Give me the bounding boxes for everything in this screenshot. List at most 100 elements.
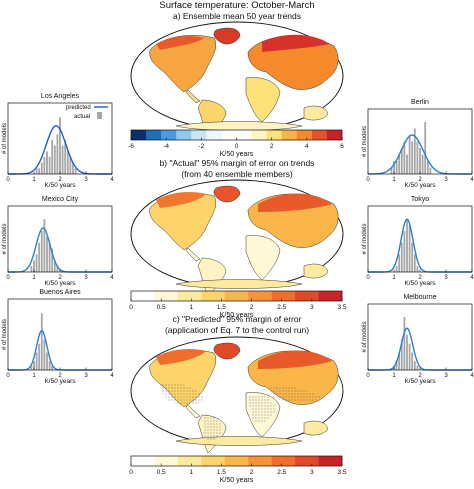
colorbar-a-segment: [236, 130, 252, 140]
x-tick-label: 3: [444, 275, 448, 281]
histogram-bar: [395, 266, 398, 272]
histogram-bar: [66, 151, 69, 174]
histogram-bar: [48, 361, 51, 370]
x-tick-label: 2: [58, 373, 62, 379]
x-tick-label: 3: [444, 177, 448, 183]
histogram-bar: [72, 162, 74, 174]
colorbar-b-tick-label: 3: [310, 304, 314, 311]
colorbar-b-tick-label: 0.5: [157, 304, 166, 311]
x-tick-label: 1: [32, 177, 36, 183]
histogram-panel-mexico-city: Mexico City 0 1 2 3 4 K/50 years # of models: [2, 196, 114, 287]
y-axis-label: # of models: [2, 123, 8, 154]
colorbar-b-segment: [318, 291, 343, 301]
histogram-bar: [61, 145, 64, 174]
colorbar-a-segment: [146, 130, 162, 140]
panel-c-title-line2: (application of Eq. 7 to the control run…: [165, 325, 309, 335]
colorbar-c-tick-label: 3: [310, 469, 314, 476]
x-tick-label: 2: [418, 373, 422, 379]
y-axis-label: # of models: [362, 223, 368, 254]
colorbar-a-segment: [206, 130, 222, 140]
x-tick-label: 4: [470, 373, 474, 379]
x-tick-label: 3: [84, 177, 88, 183]
x-tick-label: 0: [366, 177, 370, 183]
histogram-bar: [413, 128, 416, 174]
colorbar-c-segment: [248, 456, 272, 466]
histogram-bar: [429, 167, 432, 174]
colorbar-b-segment: [295, 291, 319, 301]
histogram-bar: [64, 139, 67, 174]
colorbar-b-tick-label: 2: [250, 304, 254, 311]
panel-frame: [7, 298, 113, 371]
histogram-bar: [408, 343, 411, 370]
histogram-bar: [51, 248, 54, 272]
histogram-bar: [40, 162, 43, 174]
x-axis-label: K/50 years: [44, 378, 76, 385]
x-tick-label: 0: [366, 275, 370, 281]
colorbar-a-segment: [221, 130, 237, 140]
histogram-bar: [38, 343, 41, 370]
predicted-curve: [368, 218, 472, 273]
histogram-bar: [51, 365, 54, 370]
panel-frame: [367, 205, 473, 273]
colorbar-c-tick-label: 1.5: [217, 469, 226, 476]
histogram-bar: [416, 266, 419, 272]
colorbar-a-segment: [311, 130, 328, 140]
histogram-panel-melbourne: Melbourne 0 1 2 3 4 K/50 years # of models: [362, 294, 474, 385]
histogram-bar: [35, 352, 38, 370]
histogram-bar: [403, 317, 406, 370]
colorbar-b-segment: [224, 291, 249, 301]
histogram-bar: [48, 242, 51, 272]
histogram-bar: [43, 156, 46, 174]
x-axis-label: K/50 years: [404, 378, 436, 385]
colorbar-b-tick-label: 0: [129, 304, 133, 311]
colorbar-c: 0 0.5 1 1.5 2 2.5 3 3.5 K/50 years: [129, 455, 347, 484]
histogram-bar: [408, 225, 411, 272]
histogram-bar: [395, 361, 398, 370]
panel-c-title-line1: c) "Predicted" 95% margin of error: [173, 314, 302, 324]
colorbar-c-tick-label: 2: [250, 469, 254, 476]
histogram-bar: [411, 141, 414, 174]
x-tick-label: 0: [6, 373, 10, 379]
y-axis-label: # of models: [2, 319, 8, 350]
colorbar-b: 0 0.5 1 1.5 2 2.5 3 3.5 K/50 years: [129, 290, 347, 319]
histogram-panel-tokyo: Tokyo 0 1 2 3 4 K/50 years # of models: [362, 196, 474, 287]
colorbar-b-tick-label: 3.5: [337, 304, 346, 311]
y-axis-label: # of models: [362, 126, 368, 157]
colorbar-c-segment: [318, 456, 343, 466]
histogram-bar: [33, 260, 35, 272]
panel-title: Buenos Aires: [39, 289, 81, 296]
histogram-bar: [400, 148, 403, 174]
x-tick-label: 0: [6, 275, 10, 281]
panel-title: Melbourne: [403, 294, 436, 301]
histogram-bar: [35, 168, 38, 174]
x-tick-label: 2: [418, 275, 422, 281]
colorbar-a-tick-label: -6: [128, 143, 134, 150]
histogram-bar: [69, 156, 72, 174]
colorbar-b-tick-label: 1: [189, 304, 193, 311]
x-tick-label: 4: [110, 275, 114, 281]
histogram-bar: [30, 365, 33, 370]
histogram-bar: [46, 151, 48, 174]
x-tick-label: 4: [110, 373, 114, 379]
histogram-bar: [416, 141, 419, 174]
x-tick-label: 1: [32, 275, 36, 281]
histogram-bar: [56, 266, 59, 272]
histogram-bar: [403, 141, 406, 174]
panel-a-title: a) Ensemble mean 50 year trends: [173, 11, 301, 21]
panel-b-title-line1: b) "Actual" 95% margin of error on trend…: [160, 158, 315, 168]
colorbar-b-tick-label: 1.5: [217, 304, 226, 311]
histogram-bar: [406, 154, 408, 174]
predicted-curve: [368, 327, 472, 371]
histogram-bar: [38, 168, 41, 174]
colorbar-c-segment: [201, 456, 226, 466]
x-tick-label: 2: [58, 275, 62, 281]
colorbar-a-segment: [326, 130, 343, 140]
colorbar-a-segment: [296, 130, 313, 140]
colorbar-b-segment: [177, 291, 202, 301]
x-tick-label: 1: [392, 177, 396, 183]
x-tick-label: 1: [32, 373, 36, 379]
histogram-bar: [51, 139, 54, 174]
x-tick-label: 4: [470, 275, 474, 281]
colorbar-a: -6 -4 -2 0 2 4 6 K/50 years: [128, 129, 344, 158]
x-axis-label: K/50 years: [44, 280, 76, 287]
